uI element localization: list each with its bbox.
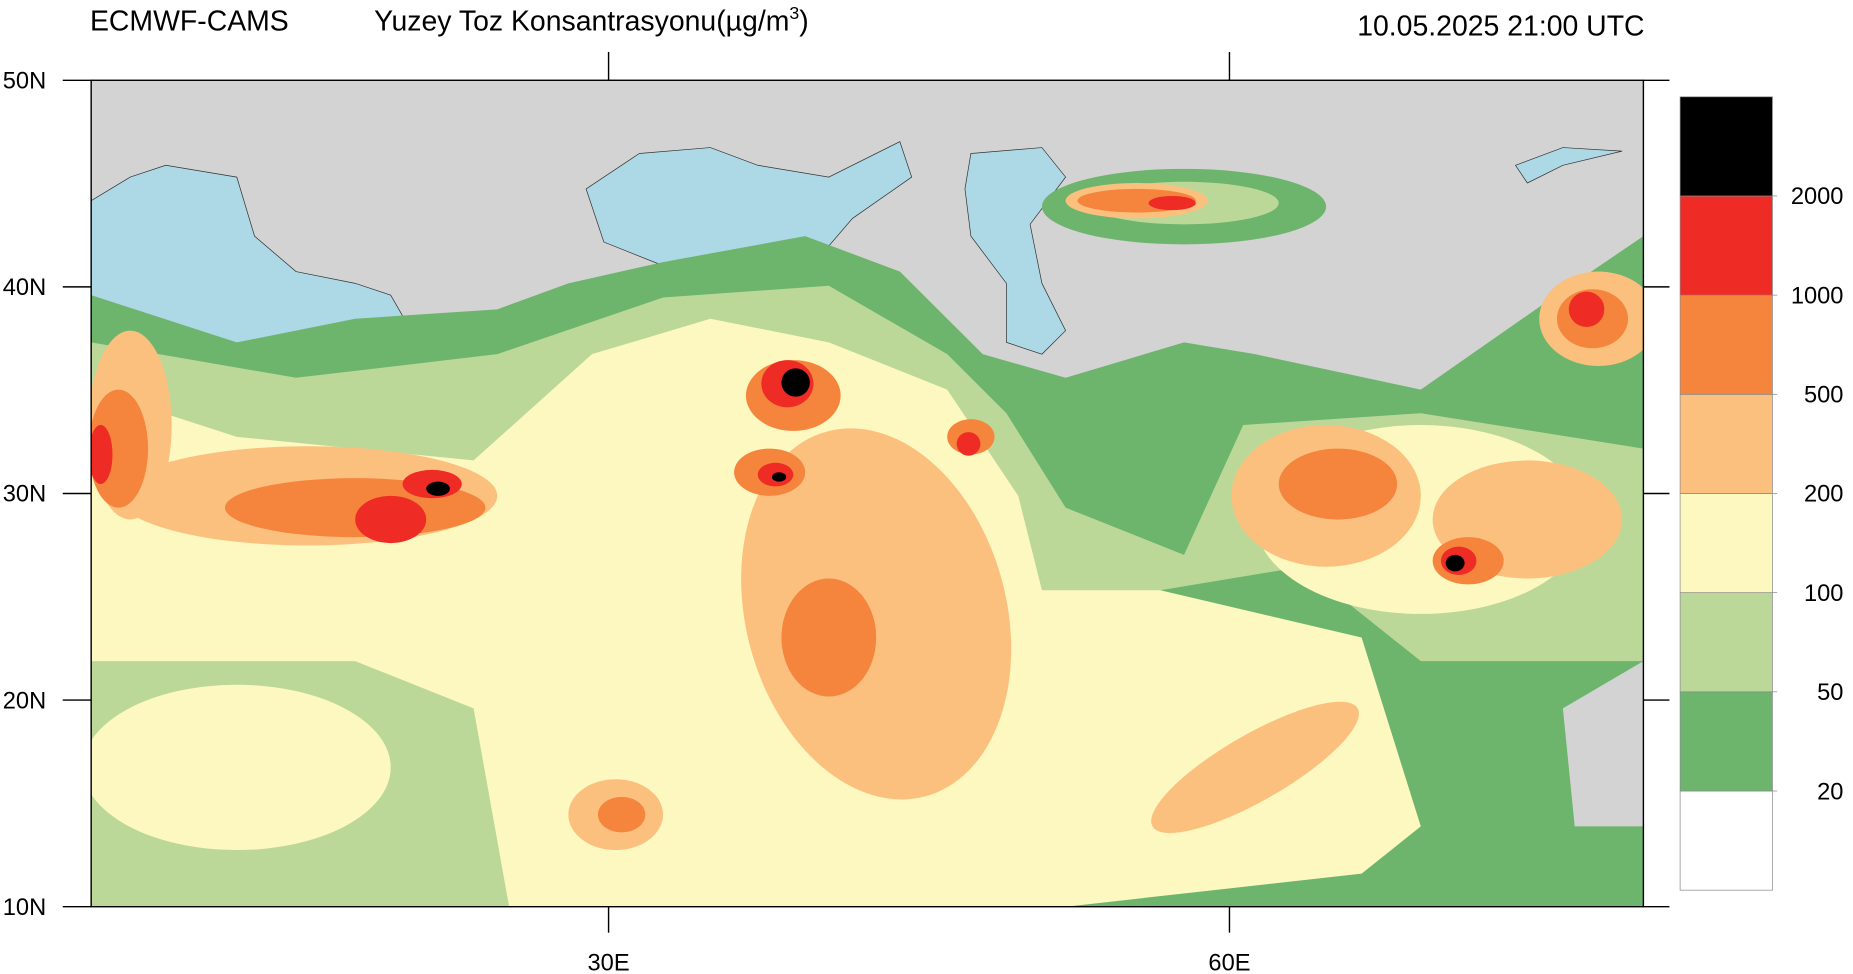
- lat-tick-label: 30N: [3, 482, 46, 508]
- colorbar-label: 2000: [1791, 184, 1844, 210]
- colorbar-label: 50: [1817, 680, 1843, 706]
- colorbar-box: [1679, 592, 1773, 693]
- colorbar-label: 500: [1804, 383, 1843, 409]
- colorbar-label: 100: [1804, 581, 1843, 607]
- lat-tick-label: 10N: [3, 895, 46, 921]
- dust-field: [91, 168, 1644, 907]
- level-100: [91, 684, 391, 851]
- colorbar-box: [1679, 790, 1773, 891]
- lat-tick-label: 50N: [3, 69, 46, 95]
- colorbar-label: 1000: [1791, 283, 1844, 309]
- figure-content: ECMWF-CAMS Yuzey Toz Konsantrasyonu(µg/m…: [3, 3, 1844, 974]
- colorbar-label: 20: [1817, 779, 1843, 805]
- colorbar-label: 200: [1804, 482, 1843, 508]
- lat-tick-label: 20N: [3, 688, 46, 714]
- colorbar-box: [1679, 195, 1773, 296]
- colorbar-box: [1679, 294, 1773, 395]
- balkhash: [1514, 147, 1623, 184]
- time-label: 10.05.2025 21:00 UTC: [1357, 10, 1644, 42]
- colorbar: 20 50 100 200 500 1000 2000: [1679, 96, 1844, 891]
- lon-tick-label: 30E: [588, 950, 630, 974]
- title-superscript: 3: [789, 3, 799, 23]
- colorbar-box: [1679, 691, 1773, 792]
- map-field: [91, 80, 1644, 907]
- caspian-sea: [964, 147, 1067, 355]
- lat-tick-label: 40N: [3, 275, 46, 301]
- level-2000: [426, 368, 1465, 572]
- title-end: ): [799, 6, 808, 38]
- colorbar-box: [1679, 393, 1773, 494]
- colorbar-box: [1679, 96, 1773, 197]
- map-title: Yuzey Toz Konsantrasyonu(µg/m3): [374, 3, 809, 38]
- axes: 30E 60E 10N 20N 30N 40N 50N: [3, 51, 1670, 974]
- colorbar-box: [1679, 493, 1773, 594]
- source-label: ECMWF-CAMS: [90, 6, 289, 38]
- lon-tick-label: 60E: [1208, 950, 1250, 974]
- title-text: Yuzey Toz Konsantrasyonu(µg/m: [374, 6, 789, 38]
